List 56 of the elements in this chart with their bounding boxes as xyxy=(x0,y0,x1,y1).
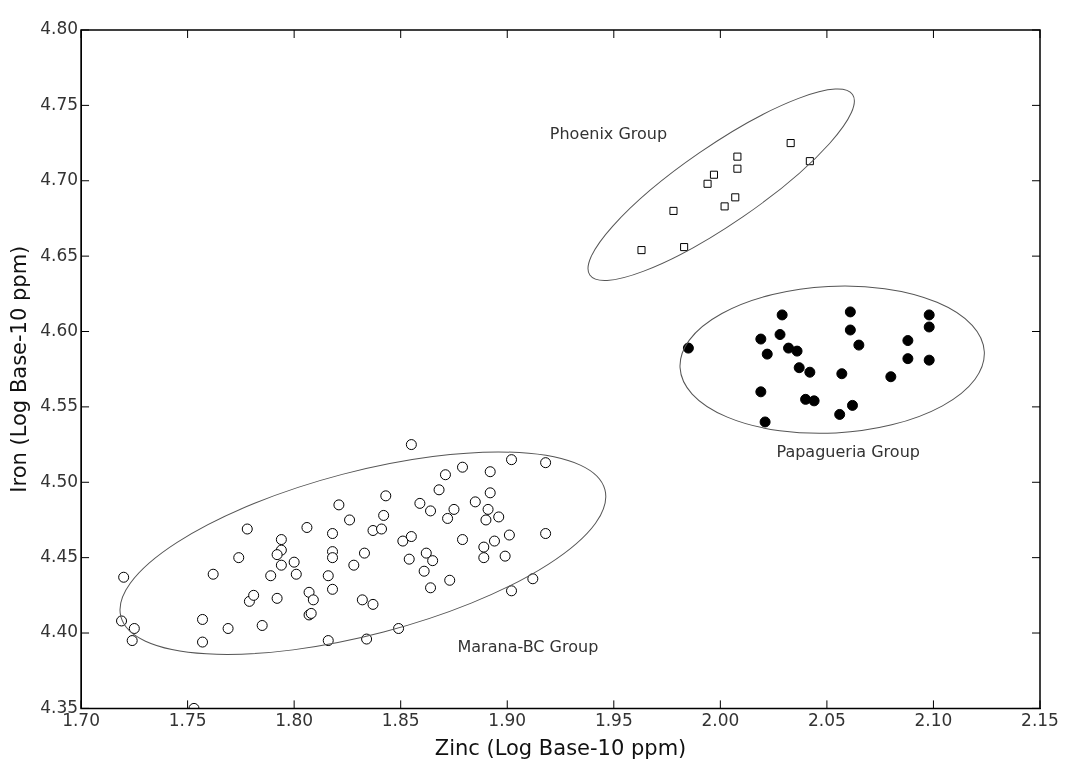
point xyxy=(885,371,897,383)
point xyxy=(776,309,788,321)
x-tick-label: 1.75 xyxy=(168,710,207,731)
annotation: Phoenix Group xyxy=(549,124,668,144)
point xyxy=(709,170,718,179)
point xyxy=(923,309,935,321)
point xyxy=(804,366,816,378)
point xyxy=(783,342,795,354)
point xyxy=(637,246,646,255)
point xyxy=(786,139,795,148)
point xyxy=(731,193,740,202)
point xyxy=(834,408,846,420)
x-tick-label: 1.85 xyxy=(381,710,420,731)
y-tick-label: 4.70 xyxy=(40,169,79,190)
y-axis-title: Iron (Log Base-10 ppm) xyxy=(7,245,32,493)
point xyxy=(703,179,712,188)
point xyxy=(720,202,729,211)
x-axis-title: Zinc (Log Base-10 ppm) xyxy=(434,735,687,760)
point xyxy=(793,362,805,374)
y-tick-label: 4.40 xyxy=(40,621,79,642)
point xyxy=(844,324,856,336)
y-tick-label: 4.45 xyxy=(40,546,79,567)
x-tick-label: 2.10 xyxy=(914,710,953,731)
point xyxy=(836,368,848,380)
y-tick-label: 4.60 xyxy=(40,319,79,340)
y-tick-label: 4.75 xyxy=(40,93,79,114)
point xyxy=(755,386,767,398)
x-tick-label: 1.95 xyxy=(594,710,633,731)
y-tick-label: 4.80 xyxy=(40,18,79,39)
point xyxy=(846,399,858,411)
point xyxy=(761,348,773,360)
point xyxy=(902,353,914,365)
point xyxy=(680,243,689,252)
point xyxy=(669,206,678,215)
x-tick-label: 2.05 xyxy=(807,710,846,731)
x-tick-label: 1.80 xyxy=(275,710,314,731)
point xyxy=(759,416,771,428)
point xyxy=(853,339,865,351)
x-tick-label: 1.90 xyxy=(488,710,527,731)
point xyxy=(923,321,935,333)
point xyxy=(791,345,803,357)
point xyxy=(923,354,935,366)
point xyxy=(902,335,914,347)
y-tick-label: 4.65 xyxy=(40,244,79,265)
y-tick-label: 4.55 xyxy=(40,395,79,416)
point xyxy=(774,329,786,341)
point xyxy=(808,395,820,407)
y-tick-label: 4.50 xyxy=(40,470,79,491)
point xyxy=(733,164,742,173)
annotation: Marana-BC Group xyxy=(457,637,599,657)
annotation: Papagueria Group xyxy=(776,441,920,461)
x-tick-label: 2.15 xyxy=(1021,710,1059,731)
point xyxy=(733,152,742,161)
point xyxy=(755,333,767,345)
x-tick-label: 2.00 xyxy=(701,710,740,731)
point xyxy=(844,306,856,318)
